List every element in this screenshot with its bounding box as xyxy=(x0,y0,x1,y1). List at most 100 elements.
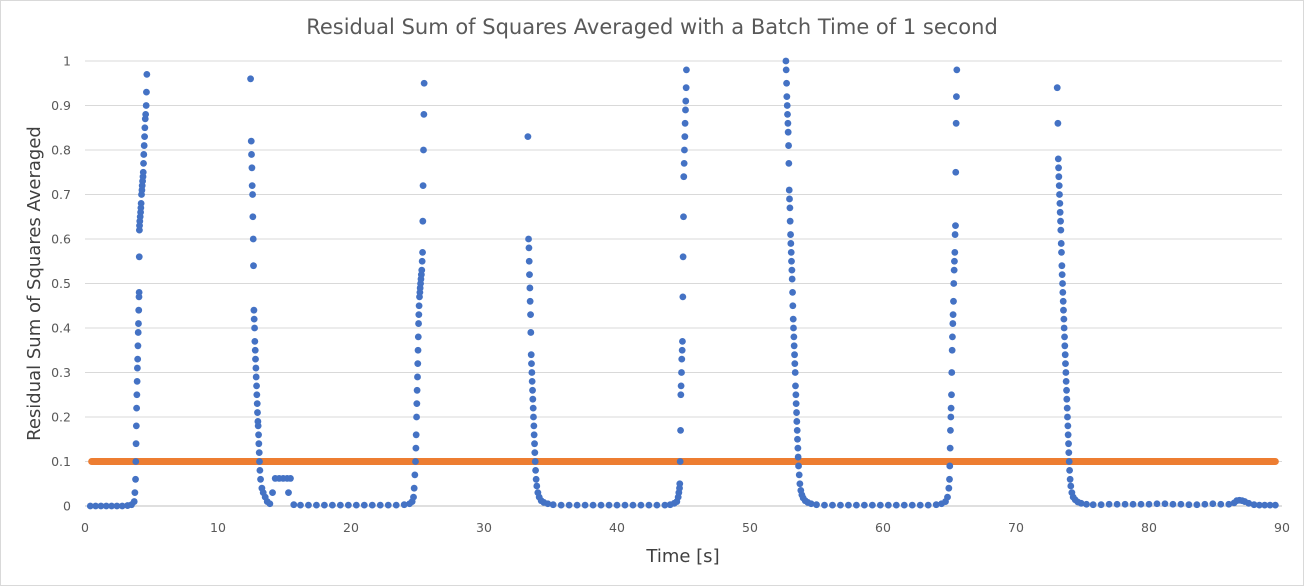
x-tick-label: 30 xyxy=(476,520,492,535)
data-point xyxy=(1129,500,1137,508)
data-point xyxy=(135,306,143,314)
data-point xyxy=(795,471,803,479)
data-point xyxy=(788,266,796,274)
data-point xyxy=(248,151,255,158)
data-point xyxy=(287,475,294,482)
data-point xyxy=(420,111,428,118)
data-point xyxy=(92,502,100,510)
data-point xyxy=(251,337,259,345)
data-point xyxy=(944,493,951,501)
data-point xyxy=(1201,500,1209,508)
data-point xyxy=(581,501,589,509)
data-point xyxy=(360,501,368,509)
data-point xyxy=(525,235,532,243)
data-point xyxy=(1062,369,1070,376)
data-point xyxy=(531,440,538,448)
data-point xyxy=(813,501,820,509)
data-point xyxy=(1054,155,1062,163)
y-axis-title: Residual Sum of Squares Averaged xyxy=(24,126,45,441)
data-point xyxy=(1066,467,1073,474)
x-tick-label: 40 xyxy=(609,520,625,535)
data-point xyxy=(412,431,420,439)
data-point xyxy=(792,391,800,399)
data-point xyxy=(793,409,800,416)
data-point xyxy=(932,501,940,509)
data-point xyxy=(412,444,420,452)
data-point xyxy=(132,422,140,430)
y-tick-label: 0.7 xyxy=(51,187,71,202)
data-point xyxy=(681,119,689,127)
y-tick-label: 0.1 xyxy=(51,454,71,469)
data-point xyxy=(533,482,541,490)
data-point xyxy=(549,501,557,509)
data-point xyxy=(794,453,802,461)
data-point xyxy=(328,501,336,509)
data-point xyxy=(1063,386,1070,394)
data-point xyxy=(1225,500,1233,508)
data-point xyxy=(108,502,115,510)
data-point xyxy=(290,501,298,509)
data-point xyxy=(676,480,684,488)
data-point xyxy=(681,146,688,154)
data-point xyxy=(605,501,613,509)
data-point xyxy=(947,413,955,421)
data-point xyxy=(947,404,955,412)
data-point xyxy=(1057,226,1065,234)
data-point xyxy=(249,235,257,243)
data-point xyxy=(529,386,536,394)
data-point xyxy=(1065,458,1073,465)
data-point xyxy=(678,346,686,354)
data-point xyxy=(140,159,147,167)
x-axis-title: Time [s] xyxy=(645,546,719,567)
data-point xyxy=(791,369,799,376)
data-point xyxy=(680,173,688,181)
data-point xyxy=(1058,262,1066,270)
data-point xyxy=(788,275,796,283)
data-point xyxy=(637,501,645,509)
data-point xyxy=(789,289,796,296)
data-point xyxy=(784,119,792,127)
data-point xyxy=(297,501,304,509)
data-point xyxy=(821,501,828,509)
y-tick-label: 0.2 xyxy=(51,410,71,425)
data-point xyxy=(682,84,690,92)
data-point xyxy=(681,133,689,141)
x-tick-label: 10 xyxy=(210,520,226,535)
data-point xyxy=(837,501,844,509)
data-point xyxy=(1065,440,1072,448)
data-point xyxy=(251,324,258,332)
data-point xyxy=(792,382,799,390)
data-point xyxy=(682,97,690,105)
data-point xyxy=(528,378,536,385)
data-point xyxy=(113,502,121,510)
data-point xyxy=(1145,500,1153,508)
data-point xyxy=(950,297,957,305)
data-point xyxy=(787,231,794,238)
data-point xyxy=(133,391,141,399)
data-point xyxy=(1250,501,1258,509)
data-point xyxy=(1185,501,1193,509)
data-point xyxy=(1083,500,1090,508)
y-tick-label: 0.9 xyxy=(51,98,71,113)
data-point xyxy=(102,502,110,510)
data-point xyxy=(1255,501,1263,509)
data-point xyxy=(789,315,797,323)
data-point xyxy=(525,257,533,265)
data-point xyxy=(951,248,959,256)
data-point xyxy=(255,440,263,448)
y-tick-label: 0.8 xyxy=(51,143,71,158)
data-point xyxy=(1077,499,1085,507)
data-point xyxy=(1060,324,1068,332)
data-point xyxy=(1058,248,1065,256)
data-point xyxy=(679,293,687,301)
data-point xyxy=(1056,200,1064,207)
data-point xyxy=(807,500,815,508)
data-point xyxy=(140,142,148,149)
data-point xyxy=(1066,475,1074,483)
data-point xyxy=(786,217,794,225)
data-point xyxy=(1055,182,1063,190)
data-point xyxy=(414,346,422,354)
y-tick-label: 0.5 xyxy=(51,276,71,291)
data-point xyxy=(141,133,148,141)
data-point xyxy=(785,186,793,194)
